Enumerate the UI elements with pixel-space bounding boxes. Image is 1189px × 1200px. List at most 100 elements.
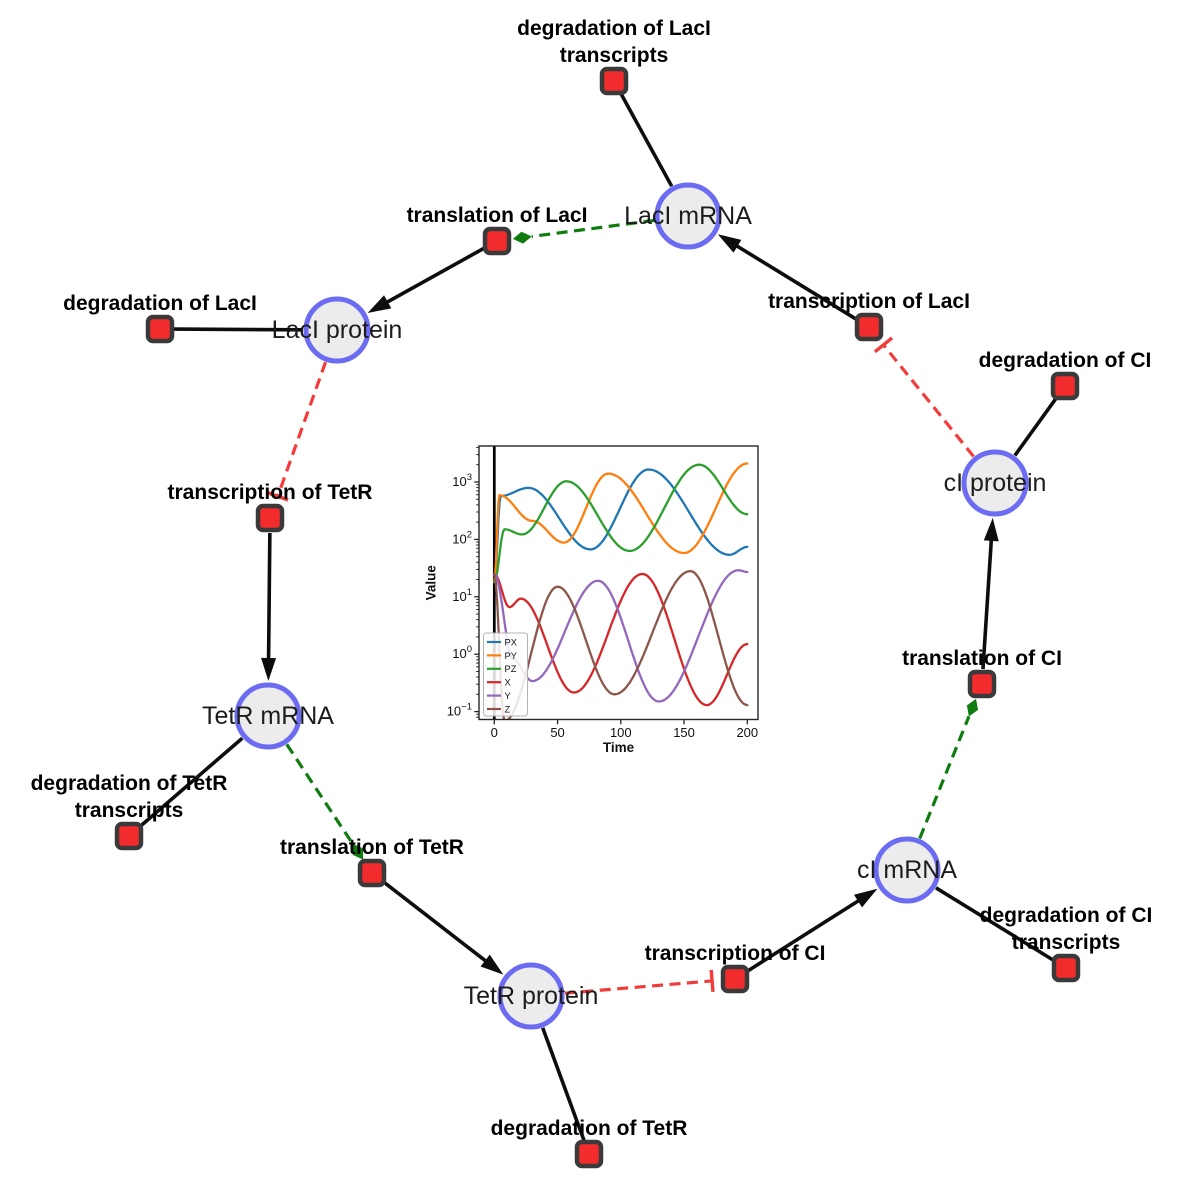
- edge-arrow-txn-laci-to-laci-mrna: [717, 234, 858, 321]
- nodes-layer: [114, 66, 1081, 1169]
- diamond-arrowhead-icon: [966, 698, 979, 717]
- reaction-node-transl-laci[interactable]: [482, 226, 512, 256]
- reaction-node-txn-tetr[interactable]: [255, 503, 285, 533]
- series-line-PY: [493, 462, 749, 584]
- edge-plain-laci-protein-to-deg-laci: [173, 327, 304, 332]
- edge-inhibit-ci-protein-to-txn-laci: [873, 336, 975, 458]
- arrowhead-icon: [983, 517, 999, 542]
- axes-spines: [478, 445, 759, 721]
- edge-arrow-transl-laci-to-laci-protein: [367, 246, 485, 313]
- edge-modifier-tetr-mrna-to-transl-tetr: [285, 743, 364, 860]
- edge-plain-ci-protein-to-deg-ci: [1013, 396, 1059, 457]
- reaction-node-transl-tetr[interactable]: [357, 858, 387, 888]
- reaction-label-txn-tetr-line0: transcription of TetR: [168, 481, 373, 504]
- reaction-node-deg-ci[interactable]: [1050, 371, 1080, 401]
- edges-layer: [138, 92, 1059, 1142]
- x-tick-label: 150: [673, 725, 695, 740]
- reaction-node-deg-laci[interactable]: [145, 314, 175, 344]
- reaction-label-deg-laci-line0: degradation of LacI: [63, 292, 257, 315]
- y-tick-label: 101: [452, 587, 472, 604]
- reaction-label-transl-laci-line0: translation of LacI: [407, 204, 588, 227]
- series-line-Z: [493, 569, 749, 720]
- species-node-tetr-protein[interactable]: [497, 962, 565, 1030]
- edge-arrow-txn-tetr-to-tetr-mrna: [261, 532, 277, 682]
- reaction-label-deg-tetr-transcripts-line1: transcripts: [75, 799, 184, 822]
- species-label-tetr-protein: TetR protein: [464, 982, 599, 1010]
- inhibition-tbar-icon: [709, 969, 715, 993]
- species-node-laci-protein[interactable]: [303, 296, 371, 364]
- species-label-ci-mrna: cI mRNA: [857, 856, 957, 884]
- legend-label-Z: Z: [505, 704, 511, 714]
- edge-modifier-ci-mrna-to-transl-ci: [918, 698, 979, 840]
- y-tick-label: 102: [452, 529, 472, 546]
- edge-plain-tetr-mrna-to-deg-tetr-transcripts: [138, 736, 244, 829]
- legend: PX PY PZ XYZ: [483, 632, 528, 717]
- reaction-node-txn-ci[interactable]: [720, 964, 750, 994]
- reaction-node-deg-tetr[interactable]: [574, 1139, 604, 1169]
- arrowhead-icon: [853, 888, 878, 908]
- arrowhead-icon: [261, 657, 277, 682]
- edge-inhibit-tetr-protein-to-txn-ci: [564, 969, 715, 995]
- edge-plain-laci-mrna-to-deg-laci-transcripts: [619, 92, 674, 188]
- diamond-arrowhead-icon: [512, 231, 532, 244]
- x-axis-label: Time: [603, 740, 635, 755]
- x-tick-label: 100: [610, 725, 632, 740]
- legend-label-X: X: [505, 678, 511, 688]
- reaction-label-txn-ci-line0: transcription of CI: [645, 942, 826, 965]
- edge-arrow-transl-tetr-to-tetr-protein: [382, 880, 504, 975]
- series-line-PX: [493, 468, 749, 584]
- arrowhead-icon: [480, 954, 504, 975]
- reaction-label-deg-laci-transcripts-line0: degradation of LacI: [517, 17, 711, 40]
- reaction-label-deg-ci-transcripts-line1: transcripts: [1012, 931, 1121, 954]
- edge-arrow-transl-ci-to-ci-protein: [981, 517, 999, 670]
- reaction-node-txn-laci[interactable]: [854, 312, 884, 342]
- x-tick-label: 0: [491, 725, 498, 740]
- species-node-ci-protein[interactable]: [961, 449, 1029, 517]
- legend-label-PZ: PZ: [505, 664, 517, 674]
- edge-inhibit-laci-protein-to-txn-tetr: [266, 361, 328, 502]
- reaction-label-deg-ci-line0: degradation of CI: [979, 349, 1152, 372]
- reaction-label-deg-tetr-line0: degradation of TetR: [491, 1117, 688, 1140]
- species-node-tetr-mrna[interactable]: [234, 682, 302, 750]
- inhibition-tbar-icon: [873, 336, 894, 354]
- y-tick-label: 100: [452, 644, 472, 661]
- series-line-X: [493, 572, 749, 707]
- x-tick-label: 50: [550, 725, 564, 740]
- y-axis-label: Value: [424, 565, 439, 601]
- reaction-node-deg-laci-transcripts[interactable]: [599, 66, 629, 96]
- reaction-node-deg-tetr-transcripts[interactable]: [114, 821, 144, 851]
- species-label-ci-protein: cI protein: [944, 469, 1047, 497]
- species-node-ci-mrna[interactable]: [873, 836, 941, 904]
- reaction-label-transl-tetr-line0: translation of TetR: [280, 836, 464, 859]
- arrowhead-icon: [717, 234, 742, 253]
- labels-layer: LacI mRNA LacI protein TetR mRNA TetR prote…: [31, 17, 1153, 1140]
- reaction-label-transl-ci-line0: translation of CI: [902, 647, 1062, 670]
- legend-label-Y: Y: [505, 691, 511, 701]
- reaction-label-txn-laci-line0: transcription of LacI: [768, 290, 970, 313]
- series-line-Y: [493, 569, 749, 703]
- x-tick-label: 200: [736, 725, 758, 740]
- edge-plain-ci-mrna-to-deg-ci-transcripts: [934, 886, 1056, 963]
- reaction-node-transl-ci[interactable]: [967, 669, 997, 699]
- species-node-laci-mrna[interactable]: [654, 182, 722, 250]
- y-tick-label: 10−1: [447, 702, 472, 719]
- y-tick-label: 103: [452, 472, 472, 489]
- edge-plain-tetr-protein-to-deg-tetr: [541, 1027, 586, 1142]
- species-label-tetr-mrna: TetR mRNA: [202, 702, 334, 730]
- reaction-label-deg-laci-transcripts-line1: transcripts: [560, 44, 669, 67]
- species-label-laci-protein: LacI protein: [272, 316, 403, 344]
- reaction-label-deg-tetr-transcripts-line0: degradation of TetR: [31, 772, 228, 795]
- arrowhead-icon: [367, 295, 392, 313]
- legend-label-PY: PY: [505, 651, 517, 661]
- reaction-label-deg-ci-transcripts-line0: degradation of CI: [980, 904, 1153, 927]
- edge-modifier-laci-mrna-to-transl-laci: [512, 218, 655, 244]
- diamond-arrowhead-icon: [352, 843, 364, 860]
- legend-label-PX: PX: [505, 637, 517, 647]
- series-line-PZ: [493, 463, 749, 584]
- inhibition-tbar-icon: [266, 491, 289, 502]
- edge-arrow-txn-ci-to-ci-mrna: [746, 888, 878, 973]
- reaction-node-deg-ci-transcripts[interactable]: [1051, 953, 1081, 983]
